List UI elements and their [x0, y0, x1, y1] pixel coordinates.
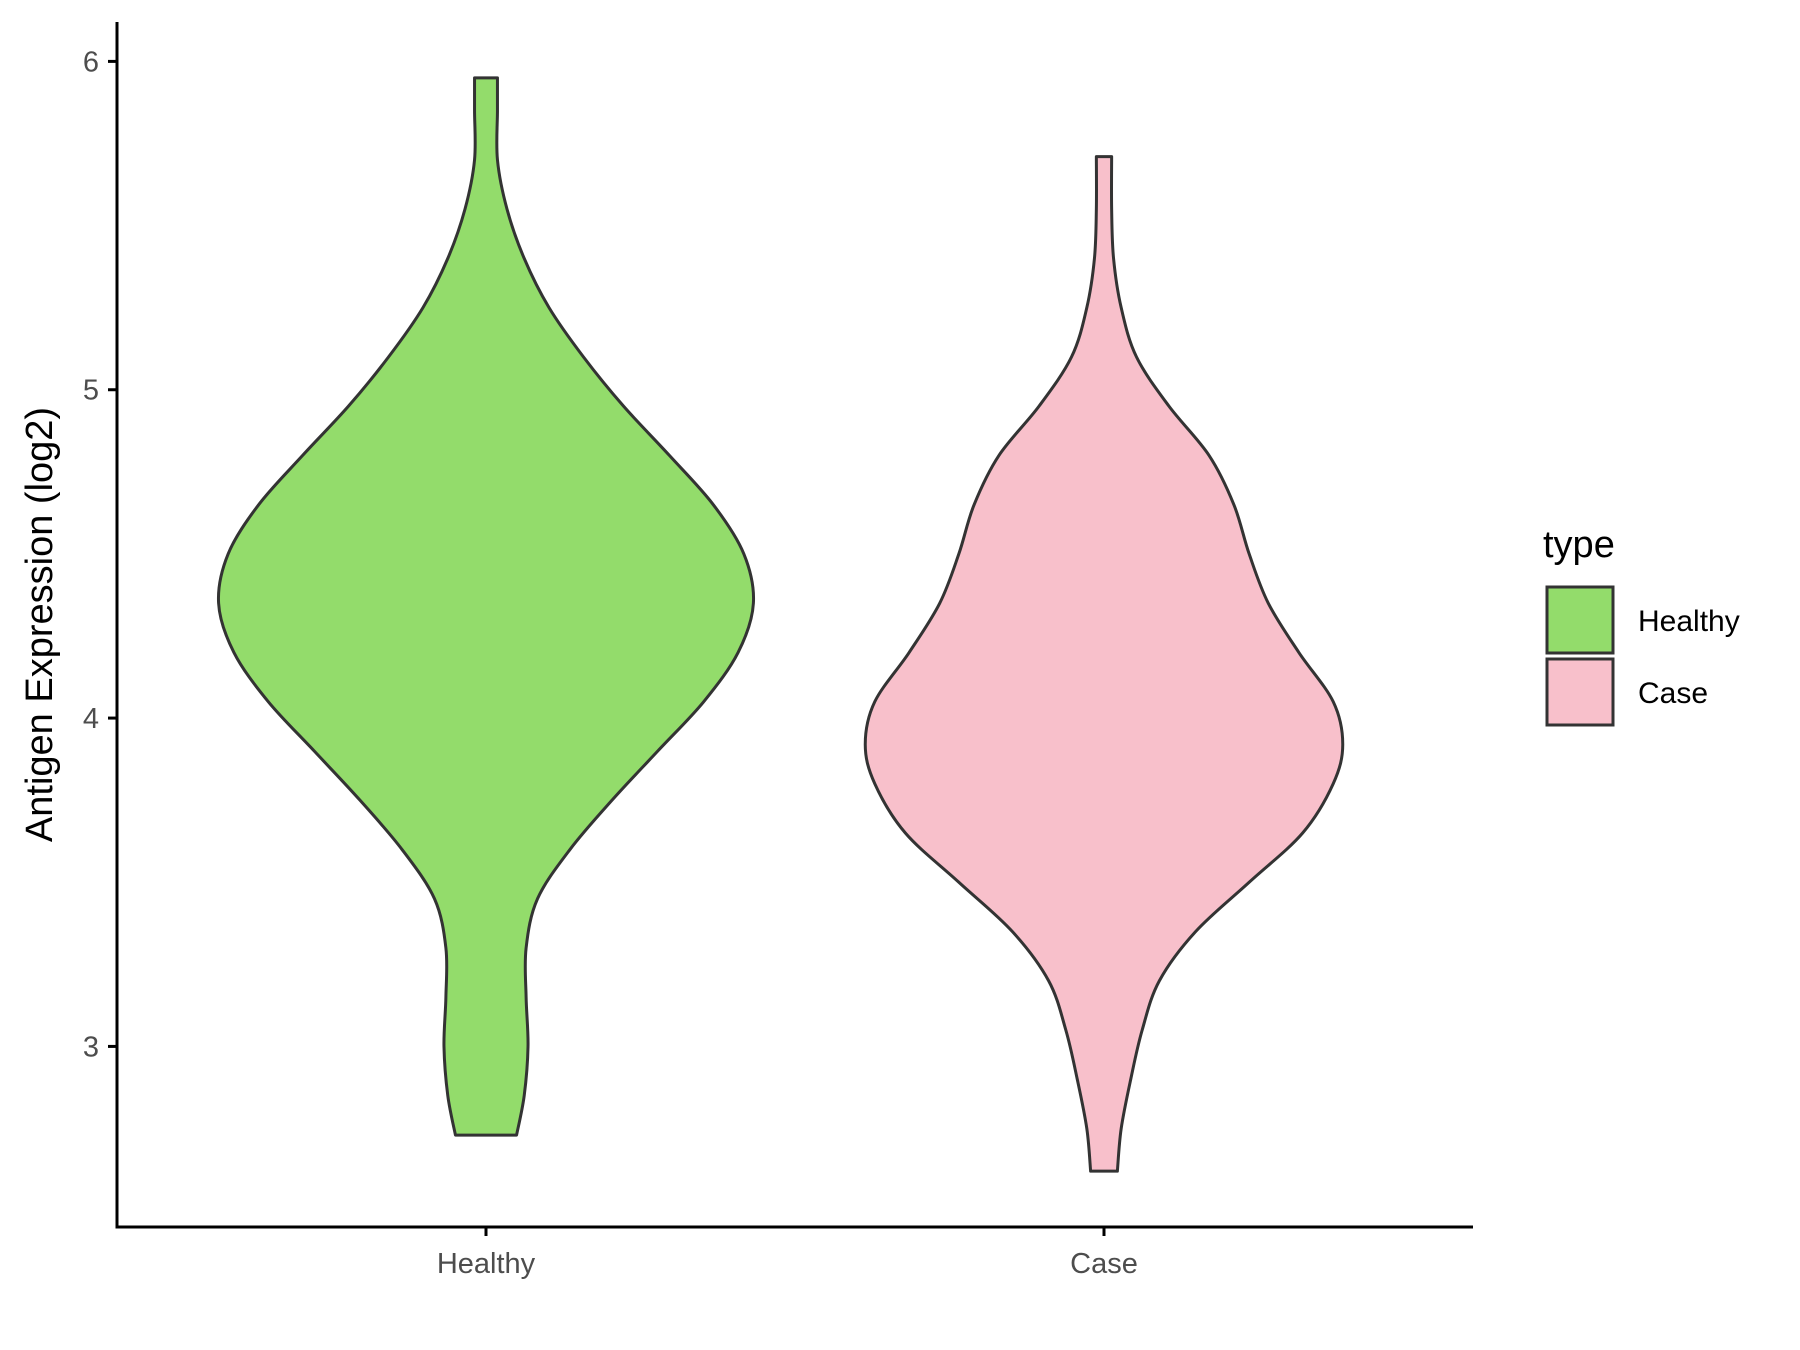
y-axis-title: Antigen Expression (log2)	[19, 407, 61, 842]
x-tick-label-healthy: Healthy	[437, 1248, 536, 1280]
y-tick-label: 5	[83, 375, 99, 407]
x-ticks: Healthy Case	[437, 1227, 1138, 1280]
legend-label-healthy: Healthy	[1638, 605, 1740, 638]
legend: type Healthy Case	[1543, 524, 1740, 727]
axes: 3 4 5 6 Healthy Case	[83, 22, 1473, 1280]
x-tick-label-case: Case	[1070, 1248, 1138, 1280]
legend-entries: Healthy Case	[1545, 585, 1740, 727]
violin-case	[863, 155, 1345, 1173]
y-tick-label: 3	[83, 1031, 99, 1063]
y-ticks: 3 4 5 6	[83, 46, 117, 1063]
legend-title: type	[1543, 524, 1615, 566]
legend-label-case: Case	[1638, 677, 1708, 710]
violin-layer	[216, 76, 1345, 1173]
violin-healthy	[216, 76, 756, 1137]
y-tick-label: 6	[83, 46, 99, 78]
legend-swatch-case	[1545, 657, 1615, 727]
legend-swatch-healthy	[1545, 585, 1615, 655]
y-tick-label: 4	[83, 703, 99, 735]
